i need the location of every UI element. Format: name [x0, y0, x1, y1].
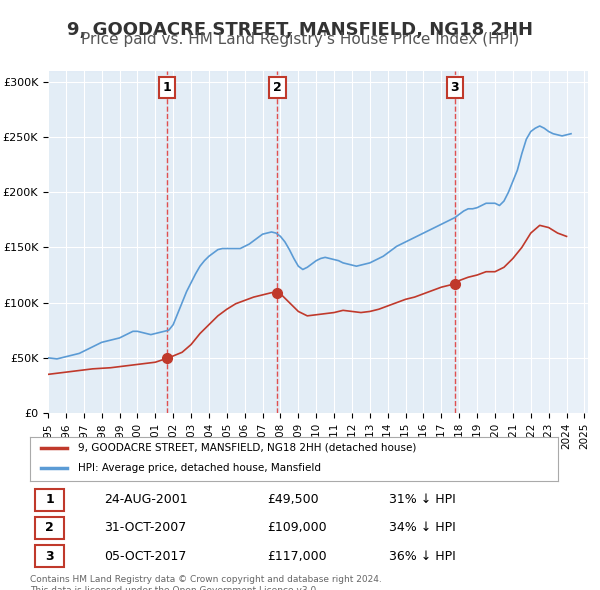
Text: 24-AUG-2001: 24-AUG-2001: [104, 493, 188, 506]
Text: 9, GOODACRE STREET, MANSFIELD, NG18 2HH: 9, GOODACRE STREET, MANSFIELD, NG18 2HH: [67, 21, 533, 39]
Text: 05-OCT-2017: 05-OCT-2017: [104, 550, 186, 563]
Text: 31-OCT-2007: 31-OCT-2007: [104, 522, 186, 535]
Text: 3: 3: [45, 550, 54, 563]
Text: 31% ↓ HPI: 31% ↓ HPI: [389, 493, 456, 506]
FancyBboxPatch shape: [35, 489, 64, 511]
Text: 2: 2: [273, 81, 282, 94]
Text: £109,000: £109,000: [268, 522, 327, 535]
Bar: [48, 71, 167, 413]
Text: 1: 1: [163, 81, 171, 94]
Text: Price paid vs. HM Land Registry's House Price Index (HPI): Price paid vs. HM Land Registry's House …: [81, 32, 519, 47]
FancyBboxPatch shape: [35, 517, 64, 539]
Text: HPI: Average price, detached house, Mansfield: HPI: Average price, detached house, Mans…: [77, 464, 320, 473]
Text: 3: 3: [451, 81, 459, 94]
Bar: [167, 71, 277, 413]
Text: £49,500: £49,500: [268, 493, 319, 506]
Text: 36% ↓ HPI: 36% ↓ HPI: [389, 550, 456, 563]
Text: £117,000: £117,000: [268, 550, 327, 563]
Bar: [277, 71, 455, 413]
Text: 1: 1: [45, 493, 54, 506]
Text: Contains HM Land Registry data © Crown copyright and database right 2024.
This d: Contains HM Land Registry data © Crown c…: [30, 575, 382, 590]
Text: 9, GOODACRE STREET, MANSFIELD, NG18 2HH (detached house): 9, GOODACRE STREET, MANSFIELD, NG18 2HH …: [77, 442, 416, 453]
Text: 2: 2: [45, 522, 54, 535]
FancyBboxPatch shape: [35, 545, 64, 567]
Text: 34% ↓ HPI: 34% ↓ HPI: [389, 522, 456, 535]
